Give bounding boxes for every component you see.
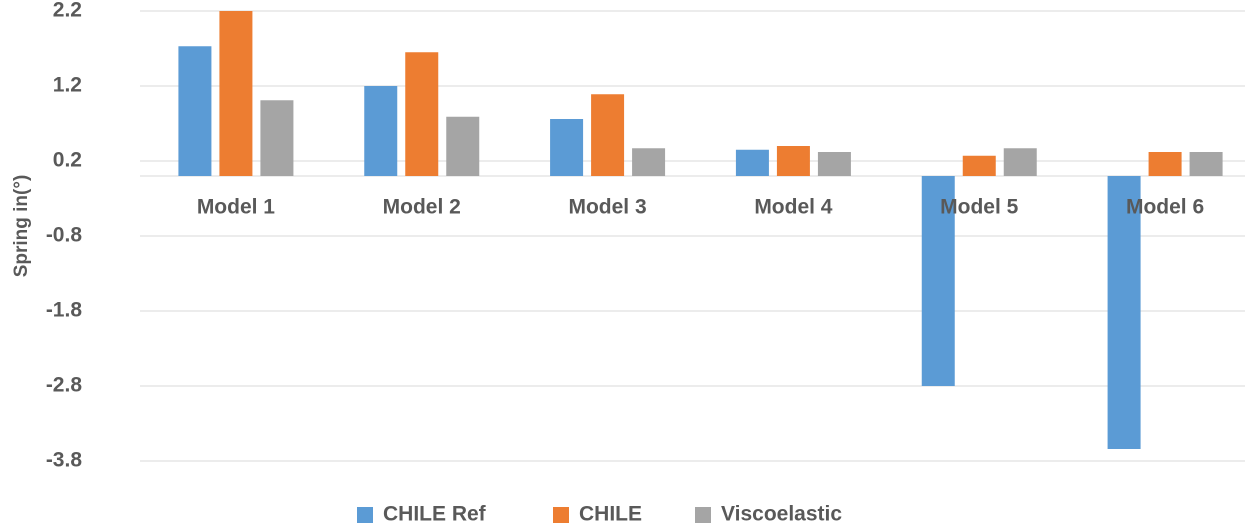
- y-tick-label: -3.8: [46, 449, 83, 472]
- bar: [1003, 148, 1037, 176]
- bar: [1189, 152, 1223, 176]
- legend-swatch: [553, 507, 569, 523]
- x-tick-label: Model 3: [568, 196, 646, 219]
- bar: [219, 11, 253, 176]
- x-tick-label: Model 4: [754, 196, 832, 219]
- legend-label: CHILE Ref: [383, 503, 487, 525]
- y-tick-label: 1.2: [53, 74, 82, 97]
- legend-swatch: [357, 507, 373, 523]
- bar: [446, 116, 480, 176]
- bar: [1107, 176, 1141, 449]
- bar: [260, 100, 294, 176]
- x-tick-label: Model 5: [940, 196, 1018, 219]
- bar: [364, 86, 398, 176]
- bar: [550, 119, 584, 176]
- bar: [817, 152, 851, 176]
- legend-label: Viscoelastic: [721, 503, 842, 525]
- y-tick-label: -2.8: [46, 374, 83, 397]
- y-axis-label: Spring in(°): [11, 175, 32, 278]
- bar: [921, 176, 955, 386]
- x-tick-label: Model 1: [197, 196, 275, 219]
- legend-swatch: [695, 507, 711, 523]
- bar: [632, 148, 666, 176]
- bar: [962, 155, 996, 176]
- bar: [735, 149, 769, 176]
- x-tick-label: Model 2: [383, 196, 461, 219]
- y-tick-label: 2.2: [53, 0, 82, 22]
- y-tick-label: -1.8: [46, 299, 83, 322]
- legend-label: CHILE: [579, 503, 642, 525]
- bar: [178, 46, 212, 176]
- bar: [776, 146, 810, 176]
- x-tick-label: Model 6: [1126, 196, 1204, 219]
- bar: [1148, 152, 1182, 176]
- y-tick-label: -0.8: [46, 224, 83, 247]
- bar: [591, 94, 625, 176]
- y-tick-label: 0.2: [53, 149, 82, 172]
- bar: [405, 52, 439, 176]
